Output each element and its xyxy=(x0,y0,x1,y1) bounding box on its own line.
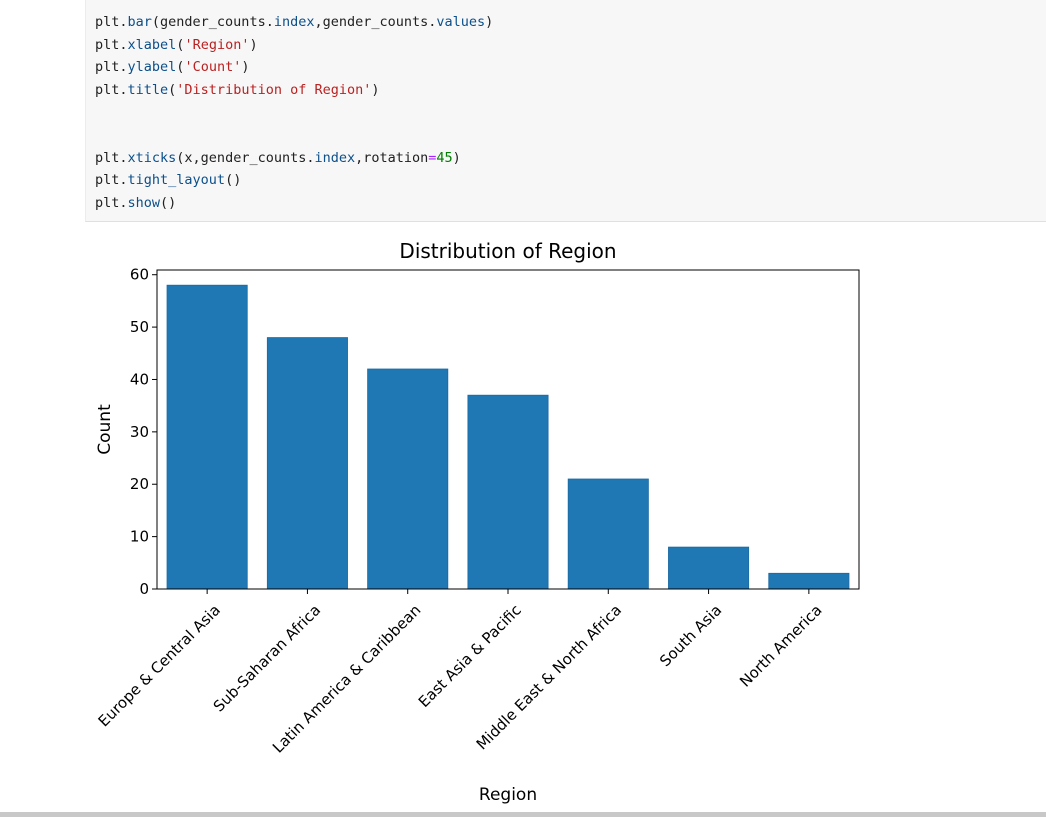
bar xyxy=(166,284,248,590)
code-token: ,rotation xyxy=(355,149,429,166)
y-tick-label: 50 xyxy=(130,318,149,336)
code-token: 'Count' xyxy=(184,59,242,76)
code-token: ) xyxy=(241,59,250,76)
bar xyxy=(467,394,549,590)
x-tick-label: East Asia & Pacific xyxy=(415,601,525,711)
y-tick-label: 30 xyxy=(130,423,149,441)
bar xyxy=(567,478,649,590)
x-tick-label: North America xyxy=(736,601,826,691)
code-line: plt.tight_layout() xyxy=(95,169,493,192)
code-token: title xyxy=(127,81,169,98)
y-tick-label: 10 xyxy=(130,528,149,546)
x-tick-label: South Asia xyxy=(656,601,725,670)
code-token: ) xyxy=(485,14,494,30)
code-token: ) xyxy=(249,36,258,53)
code-token: ( xyxy=(176,36,185,53)
code-line: plt.bar(gender_counts.index,gender_count… xyxy=(95,11,493,34)
code-line: plt.title('Distribution of Region') xyxy=(95,79,493,102)
x-axis-label: Region xyxy=(479,785,537,805)
code-token: ( xyxy=(168,81,177,98)
code-token: xlabel xyxy=(127,36,177,53)
chart-title: Distribution of Region xyxy=(399,239,616,263)
code-token: ,gender_counts. xyxy=(314,14,437,30)
code-token: show xyxy=(127,194,161,211)
bar xyxy=(668,546,750,590)
code-token: = xyxy=(428,149,437,166)
code-token: 45 xyxy=(436,149,453,166)
code-token: bar xyxy=(127,14,152,30)
code-token: plt. xyxy=(95,36,128,53)
code-token: plt. xyxy=(95,59,128,76)
code-token: xticks xyxy=(127,149,177,166)
bar xyxy=(266,337,348,590)
code-token: () xyxy=(160,194,177,211)
bar-chart: 0 10 20 30 40 50 60 Europe & Central AsiaSub-S… xyxy=(95,239,860,805)
bar xyxy=(367,368,449,590)
code-token: ylabel xyxy=(127,59,177,76)
y-tick-label: 0 xyxy=(139,580,149,598)
x-tick-label: Sub-Saharan Africa xyxy=(210,601,324,715)
cell-output: 0 10 20 30 40 50 60 Europe & Central Asia Sub-S… xyxy=(85,222,1046,812)
code-token: plt. xyxy=(95,172,128,189)
code-token: ) xyxy=(452,149,461,166)
bar xyxy=(768,572,850,590)
y-tick-label: 40 xyxy=(130,370,149,388)
code-editor[interactable]: plt.bar(gender_counts.index,gender_count… xyxy=(95,11,493,214)
code-token: plt. xyxy=(95,194,128,211)
code-token: plt. xyxy=(95,149,128,166)
code-line: plt.ylabel('Count') xyxy=(95,56,493,79)
code-token: plt. xyxy=(95,14,128,30)
code-token: index xyxy=(273,14,315,30)
horizontal-scrollbar[interactable] xyxy=(0,812,1046,817)
code-token: () xyxy=(225,172,242,189)
code-line: plt.xticks(x,gender_counts.index,rotatio… xyxy=(95,147,493,170)
y-tick-label: 20 xyxy=(130,475,149,493)
code-token: ( xyxy=(176,59,185,76)
code-token: (gender_counts. xyxy=(151,14,274,30)
code-token: 'Region' xyxy=(184,36,250,53)
code-line: plt.show() xyxy=(95,192,493,215)
code-token: ) xyxy=(371,81,380,98)
y-axis-label: Count xyxy=(95,404,115,455)
code-token: index xyxy=(314,149,356,166)
x-tick-label: Europe & Central Asia xyxy=(95,601,224,730)
code-token: plt. xyxy=(95,81,128,98)
code-token: tight_layout xyxy=(127,172,226,189)
bars xyxy=(166,284,850,590)
code-line xyxy=(95,124,493,147)
code-token: values xyxy=(436,14,486,30)
code-line: plt.xlabel('Region') xyxy=(95,34,493,57)
code-line xyxy=(95,101,493,124)
code-token: (x,gender_counts. xyxy=(176,149,315,166)
y-tick-label: 60 xyxy=(130,266,149,284)
y-ticks: 0 10 20 30 40 50 60 xyxy=(130,266,157,598)
code-token: 'Distribution of Region' xyxy=(176,81,372,98)
code-cell[interactable]: plt.bar(gender_counts.index,gender_count… xyxy=(85,0,1046,222)
